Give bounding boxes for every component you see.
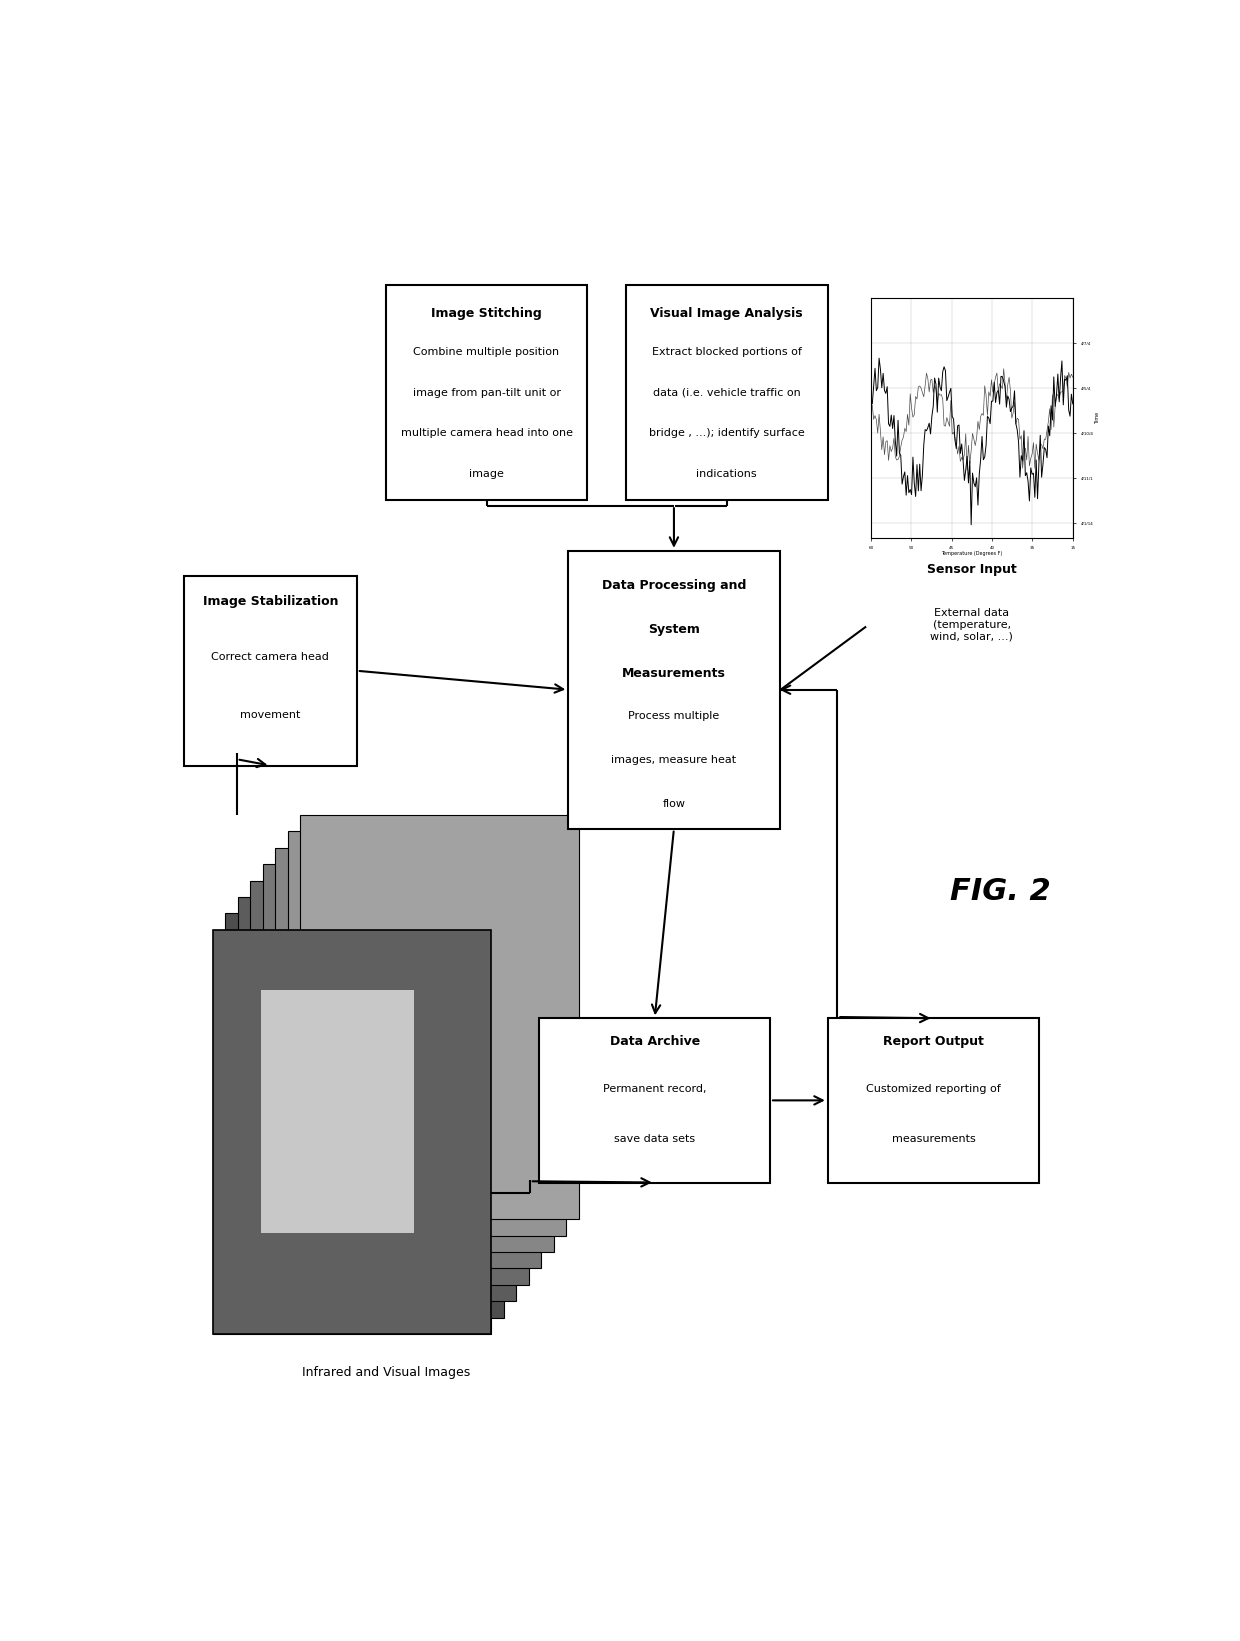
Text: multiple camera head into one: multiple camera head into one <box>401 428 573 438</box>
Text: System: System <box>649 622 699 635</box>
FancyBboxPatch shape <box>184 576 357 765</box>
Text: Measurements: Measurements <box>622 666 725 679</box>
FancyBboxPatch shape <box>288 832 567 1236</box>
Text: save data sets: save data sets <box>614 1134 696 1144</box>
Text: Infrared and Visual Images: Infrared and Visual Images <box>303 1365 470 1378</box>
FancyBboxPatch shape <box>260 991 414 1232</box>
Text: measurements: measurements <box>892 1134 976 1144</box>
Text: Report Output: Report Output <box>883 1035 983 1047</box>
Text: External data
(temperature,
wind, solar, ...): External data (temperature, wind, solar,… <box>930 609 1013 642</box>
Text: Image Stitching: Image Stitching <box>432 307 542 320</box>
FancyBboxPatch shape <box>213 930 491 1334</box>
Text: Permanent record,: Permanent record, <box>603 1085 707 1095</box>
Text: Extract blocked portions of: Extract blocked portions of <box>652 348 802 358</box>
Text: Combine multiple position: Combine multiple position <box>413 348 559 358</box>
FancyBboxPatch shape <box>226 914 503 1318</box>
Text: data (i.e. vehicle traffic on: data (i.e. vehicle traffic on <box>653 387 801 397</box>
Text: bridge , ...); identify surface: bridge , ...); identify surface <box>649 428 805 438</box>
Text: Process multiple: Process multiple <box>629 711 719 720</box>
Text: Data Processing and: Data Processing and <box>601 579 746 591</box>
FancyBboxPatch shape <box>213 930 491 1334</box>
FancyBboxPatch shape <box>828 1017 1039 1183</box>
FancyBboxPatch shape <box>386 286 588 501</box>
FancyBboxPatch shape <box>238 898 516 1301</box>
FancyBboxPatch shape <box>568 551 780 829</box>
Text: flow: flow <box>662 799 686 809</box>
Text: image: image <box>469 469 503 479</box>
Text: Image Stabilization: Image Stabilization <box>202 596 339 607</box>
FancyBboxPatch shape <box>626 286 828 501</box>
Text: Data Archive: Data Archive <box>610 1035 699 1047</box>
Text: image from pan-tilt unit or: image from pan-tilt unit or <box>413 387 560 397</box>
FancyBboxPatch shape <box>250 881 528 1285</box>
FancyBboxPatch shape <box>263 865 542 1268</box>
Text: Sensor Input: Sensor Input <box>928 563 1017 576</box>
FancyBboxPatch shape <box>275 848 554 1252</box>
Text: Customized reporting of: Customized reporting of <box>866 1085 1001 1095</box>
FancyBboxPatch shape <box>539 1017 770 1183</box>
Text: movement: movement <box>241 711 300 720</box>
Text: indications: indications <box>697 469 758 479</box>
Text: images, measure heat: images, measure heat <box>611 755 737 765</box>
Text: FIG. 2: FIG. 2 <box>950 878 1052 906</box>
Text: Visual Image Analysis: Visual Image Analysis <box>651 307 804 320</box>
Text: Correct camera head: Correct camera head <box>211 653 330 663</box>
FancyBboxPatch shape <box>300 816 579 1219</box>
